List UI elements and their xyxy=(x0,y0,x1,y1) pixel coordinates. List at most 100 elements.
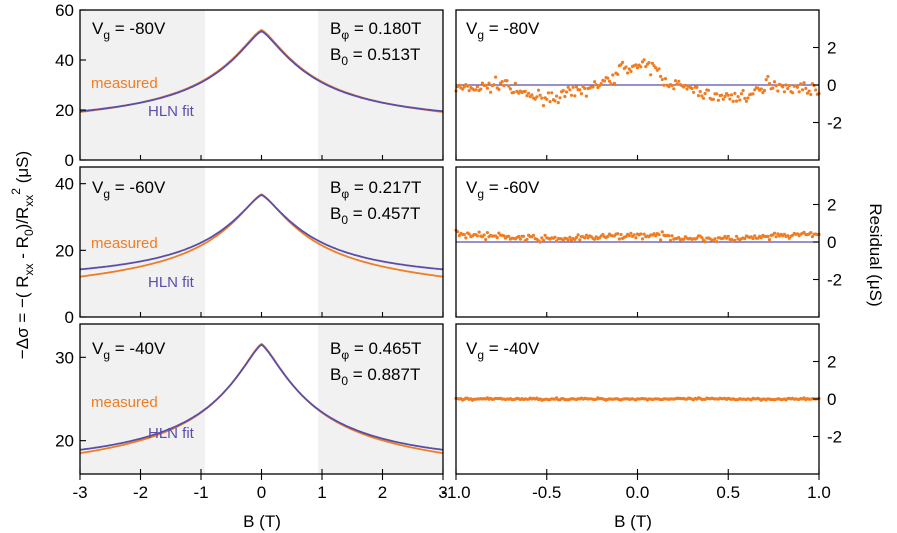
residual-point xyxy=(505,79,509,83)
residual-point xyxy=(517,234,521,239)
residual-point xyxy=(591,85,595,89)
residual-point xyxy=(772,80,777,84)
residual-point xyxy=(566,85,570,89)
residual-point xyxy=(743,96,747,100)
residual-point xyxy=(513,81,518,85)
residual-point xyxy=(545,97,549,101)
residual-point xyxy=(540,236,544,240)
residual-point xyxy=(530,93,534,97)
residual-point xyxy=(721,97,725,101)
residual-point xyxy=(561,238,565,243)
residual-point xyxy=(627,67,631,71)
residual-point xyxy=(543,233,547,237)
residual-point xyxy=(626,71,630,75)
residual-point xyxy=(607,79,612,83)
residual-point xyxy=(555,94,559,98)
x-tick-label: -1 xyxy=(193,483,208,502)
residual-point xyxy=(738,98,742,102)
residual-point xyxy=(467,232,471,236)
residual-point xyxy=(685,87,689,91)
residual-point xyxy=(482,233,486,237)
y-tick-label: 0 xyxy=(827,76,836,95)
residual-point xyxy=(619,232,623,237)
residual-point xyxy=(640,237,645,241)
residual-point xyxy=(660,230,664,234)
residual-point xyxy=(642,58,646,62)
residual-point xyxy=(759,236,763,240)
residual-point xyxy=(573,94,577,98)
residual-point xyxy=(659,74,663,78)
residual-point xyxy=(462,85,466,89)
residual-point xyxy=(540,96,544,100)
vg-label: Vg = -80V xyxy=(466,19,540,42)
residual-point xyxy=(616,232,620,236)
residual-point xyxy=(494,75,498,79)
x-tick-label: 2 xyxy=(378,483,387,502)
residual-point xyxy=(696,94,701,98)
b0-label: B0 = 0.457T xyxy=(330,204,420,227)
residual-point xyxy=(553,235,557,239)
residual-point xyxy=(764,78,768,82)
residual-point xyxy=(772,231,777,235)
residual-point xyxy=(489,90,493,94)
residual-point xyxy=(762,88,767,93)
residual-point xyxy=(673,79,678,83)
right-x-axis-title: B (T) xyxy=(614,512,652,531)
bphi-label: Bφ = 0.217T xyxy=(330,178,421,201)
residual-point xyxy=(541,238,546,242)
residual-point xyxy=(502,84,506,88)
x-tick-label: 0.5 xyxy=(716,483,740,502)
residual-point xyxy=(695,85,699,89)
residual-point xyxy=(809,231,813,235)
residual-point xyxy=(629,231,633,235)
residual-point xyxy=(617,237,622,241)
residual-point xyxy=(804,86,808,90)
residual-point xyxy=(802,81,806,85)
residual-point xyxy=(497,87,501,92)
residual-point xyxy=(507,234,511,238)
residual-point xyxy=(733,238,737,242)
residual-point xyxy=(677,236,681,240)
residual-point xyxy=(677,79,681,83)
y-tick-label: 20 xyxy=(55,432,74,451)
legend-measured: measured xyxy=(91,394,158,411)
residual-point xyxy=(731,99,735,103)
residual-point xyxy=(739,92,744,96)
residual-point xyxy=(726,93,730,97)
residual-point xyxy=(574,235,579,240)
x-tick-label: -2 xyxy=(133,483,148,502)
residual-point xyxy=(657,67,661,71)
residual-point xyxy=(700,236,704,240)
residual-point xyxy=(477,230,481,234)
y-tick-label: 60 xyxy=(55,1,74,20)
residual-point xyxy=(782,90,787,94)
shade-left xyxy=(80,10,205,160)
residual-point xyxy=(593,237,597,241)
residual-point xyxy=(475,234,479,238)
residual-point xyxy=(743,237,747,241)
residual-point xyxy=(497,231,501,235)
legend-fit: HLN fit xyxy=(148,425,195,442)
residual-point xyxy=(464,236,468,240)
residual-point xyxy=(527,91,531,95)
x-tick-label: 1.0 xyxy=(807,483,831,502)
y-tick-label: 2 xyxy=(827,196,836,215)
residual-point xyxy=(593,80,597,84)
residual-point xyxy=(766,74,770,79)
residual-point xyxy=(568,88,572,92)
residual-point xyxy=(797,90,801,94)
right-panel-vg-80: Vg = -80V xyxy=(454,9,821,161)
legend-measured: measured xyxy=(91,235,158,252)
y-tick-label: 0 xyxy=(65,308,74,327)
residual-point xyxy=(639,65,643,69)
residual-point xyxy=(462,233,466,237)
y-tick-label: 30 xyxy=(55,348,74,367)
y-tick-label: 40 xyxy=(55,175,74,194)
x-tick-label: 1 xyxy=(317,483,326,502)
residual-point xyxy=(492,83,496,87)
y-tick-label: 0 xyxy=(827,390,836,409)
residual-point xyxy=(538,93,542,97)
residual-point xyxy=(466,84,470,88)
residual-point xyxy=(563,94,567,99)
y-tick-label: 40 xyxy=(55,51,74,70)
